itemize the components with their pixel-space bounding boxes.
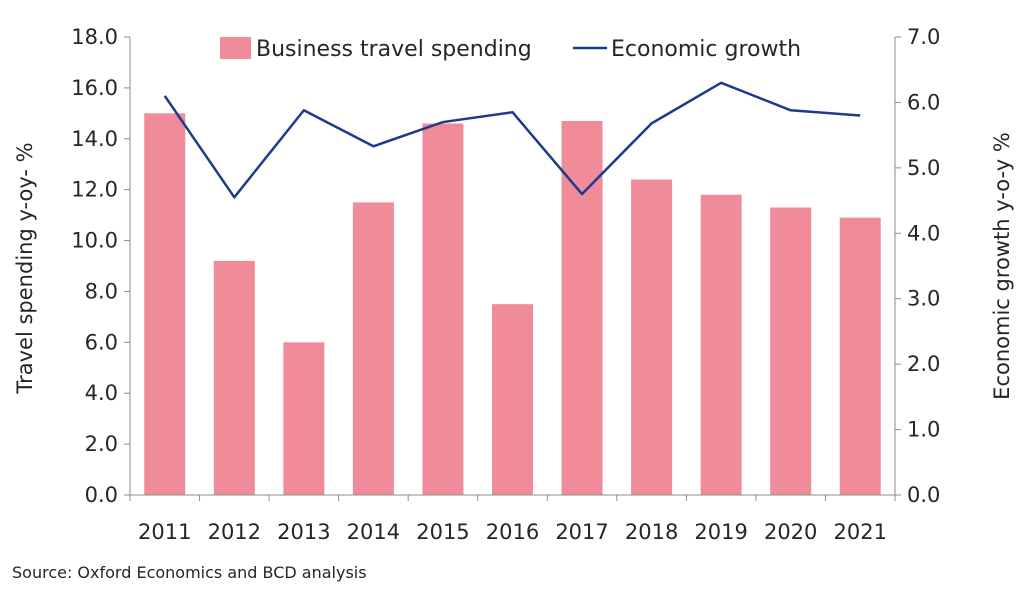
line-series: [163, 81, 861, 199]
left-tick-label: 16.0: [71, 76, 118, 100]
x-tick-label: 2016: [486, 520, 539, 544]
bar-2011: [144, 113, 186, 495]
legend: Business travel spending Economic growth: [220, 37, 801, 62]
x-tick-label: 2015: [416, 520, 469, 544]
right-tick-label: 1.0: [907, 418, 940, 442]
left-tick-label: 14.0: [71, 127, 118, 151]
bar-series: [144, 113, 881, 495]
left-tick-label: 0.0: [85, 483, 118, 507]
bar-2012: [213, 260, 255, 495]
right-tick-label: 3.0: [907, 287, 940, 311]
bar-2016: [492, 304, 533, 495]
x-tick-label: 2014: [347, 520, 400, 544]
axes: 0.0 2.0 4.0 6.0 8.0 10.0 12.0 14.0 16.0 18.0 0.0 1.…: [13, 25, 1014, 544]
legend-bar-swatch: [220, 37, 251, 59]
bar-2018: [631, 179, 673, 495]
left-tick-label: 4.0: [85, 381, 118, 405]
legend-line-label: Economic growth: [611, 37, 801, 62]
bar-2013: [283, 342, 325, 495]
left-tick-label: 8.0: [85, 279, 118, 303]
bar-2019: [700, 194, 742, 495]
left-tick-label: 12.0: [71, 178, 118, 202]
x-tick-label: 2013: [277, 520, 330, 544]
x-tick-label: 2017: [555, 520, 608, 544]
chart: 0.0 2.0 4.0 6.0 8.0 10.0 12.0 14.0 16.0 18.0 0.0 1.…: [13, 25, 1014, 544]
bar-2021: [839, 217, 881, 495]
x-tick-label: 2021: [834, 520, 887, 544]
right-tick-label: 5.0: [907, 156, 940, 180]
legend-bar-label: Business travel spending: [256, 37, 532, 62]
bar-2014: [352, 202, 394, 495]
right-axis-title: Economic growth y-o-y %: [990, 132, 1014, 400]
left-tick-label: 2.0: [85, 432, 118, 456]
x-tick-label: 2019: [694, 520, 747, 544]
left-tick-label: 18.0: [71, 25, 118, 49]
left-axis-title: Travel spending y-oy- %: [13, 142, 37, 394]
x-tick-label: 2011: [138, 520, 191, 544]
right-tick-label: 0.0: [907, 483, 940, 507]
left-tick-label: 10.0: [71, 229, 118, 253]
bar-2017: [561, 120, 603, 495]
x-tick-label: 2018: [625, 520, 678, 544]
x-tick-label: 2020: [764, 520, 817, 544]
economic-growth-line: [163, 81, 861, 199]
bar-2020: [770, 207, 812, 495]
right-tick-label: 4.0: [907, 221, 940, 245]
right-tick-label: 7.0: [907, 25, 940, 49]
bar-2015: [422, 123, 464, 495]
left-tick-label: 6.0: [85, 330, 118, 354]
right-tick-label: 2.0: [907, 352, 940, 376]
x-tick-label: 2012: [208, 520, 261, 544]
right-tick-label: 6.0: [907, 90, 940, 114]
source-note: Source: Oxford Economics and BCD analysi…: [12, 563, 367, 582]
